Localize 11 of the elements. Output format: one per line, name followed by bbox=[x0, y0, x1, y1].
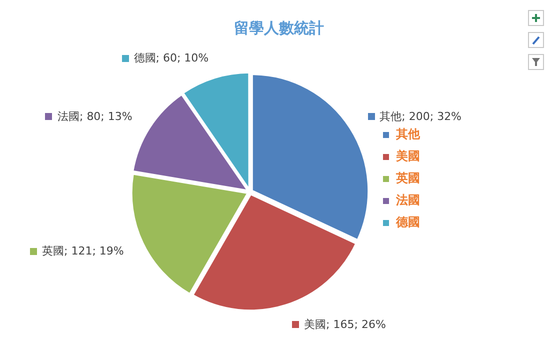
data-label: 法國; 80; 13% bbox=[57, 110, 132, 123]
data-label: 其他; 200; 32% bbox=[380, 110, 462, 123]
legend-label: 美國 bbox=[395, 149, 420, 164]
legend-label: 其他 bbox=[395, 127, 421, 142]
data-label: 德國; 60; 10% bbox=[134, 52, 209, 65]
data-label: 英國; 121; 19% bbox=[42, 244, 124, 258]
legend-label: 德國 bbox=[395, 215, 420, 230]
legend-label: 法國 bbox=[395, 193, 420, 208]
legend-label: 英國 bbox=[395, 171, 420, 186]
chart-title: 留學人數統計 bbox=[234, 18, 324, 37]
data-label: 美國; 165; 26% bbox=[304, 318, 386, 331]
